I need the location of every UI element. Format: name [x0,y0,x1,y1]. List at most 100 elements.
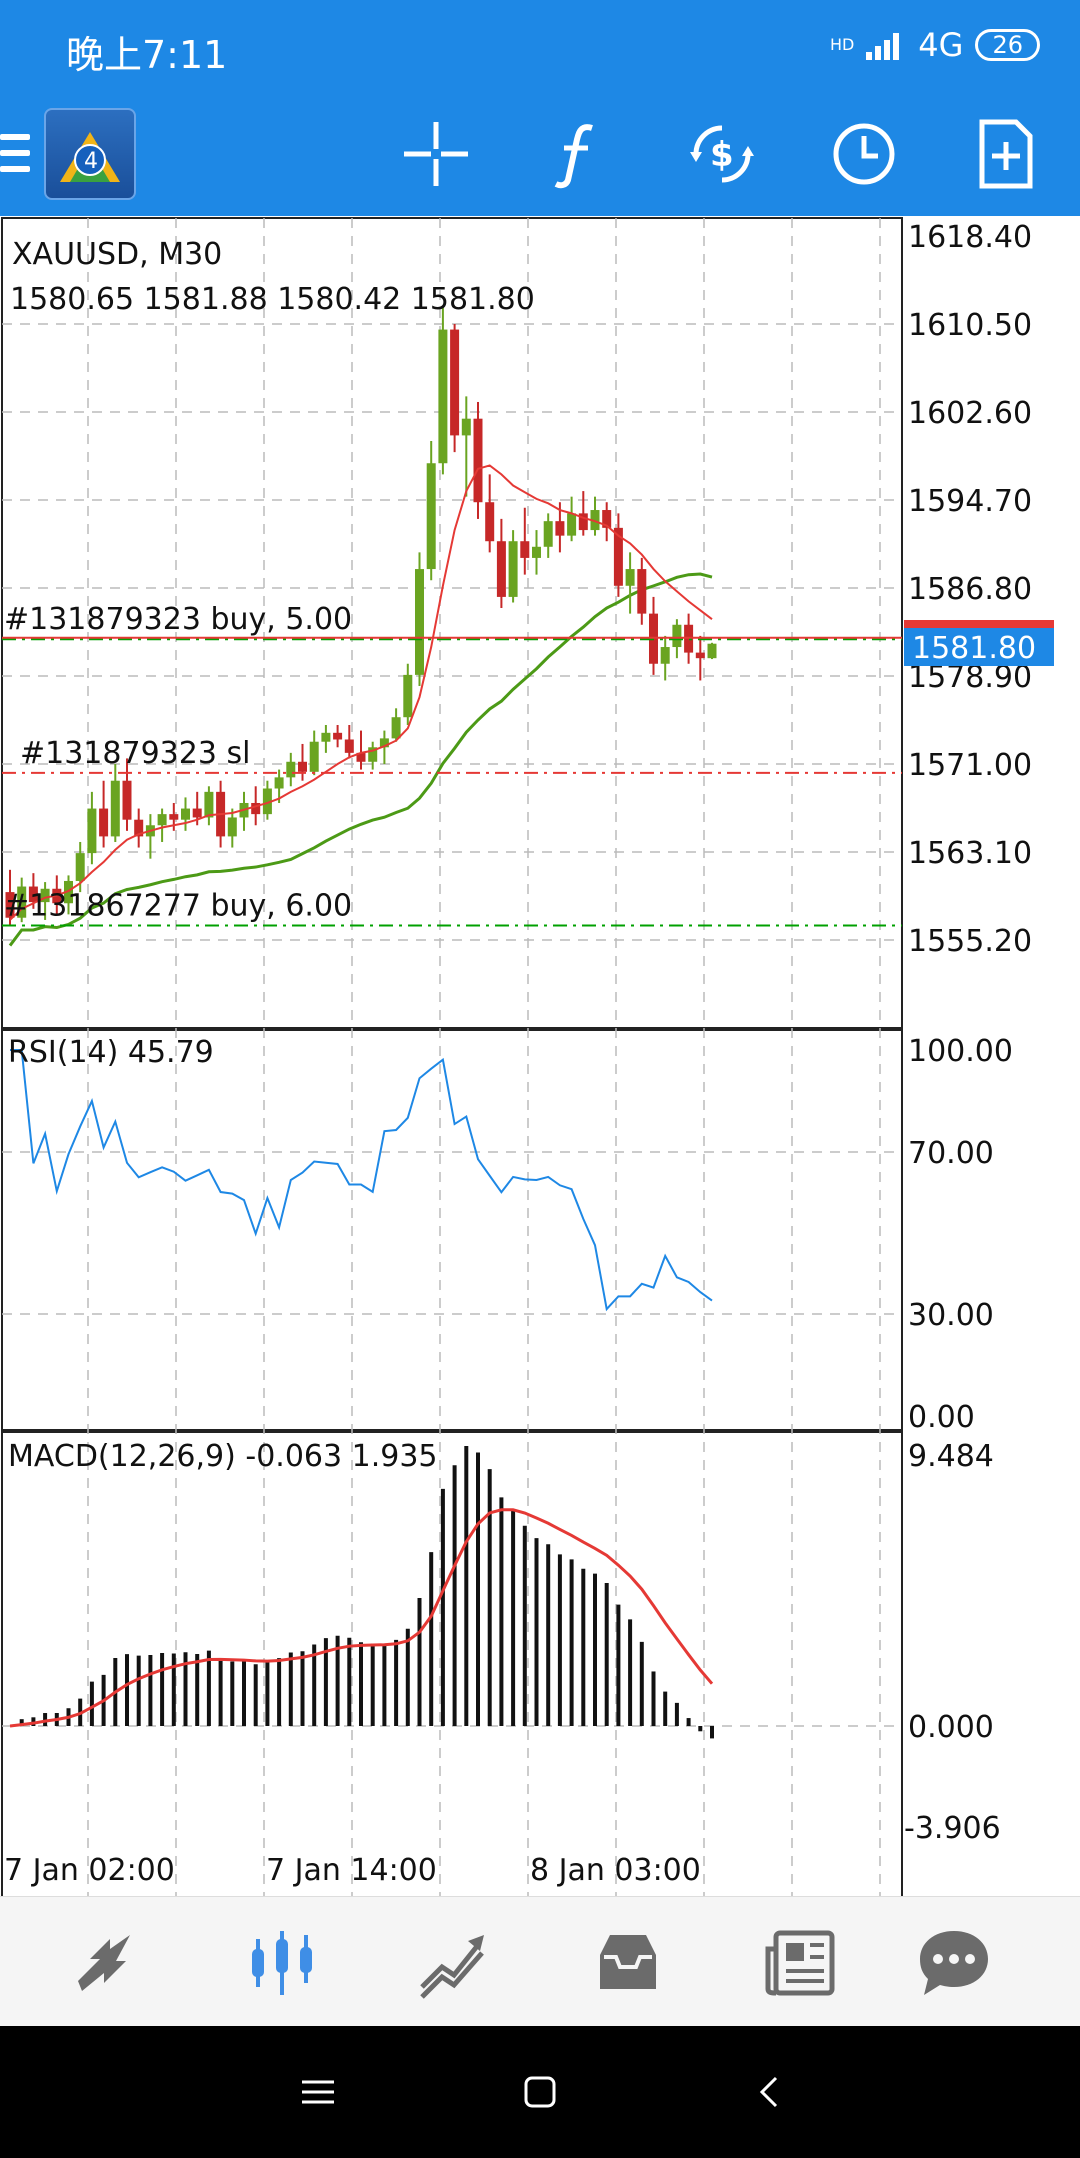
new-order-icon[interactable] [968,116,1044,192]
candle-body [251,802,261,815]
rsi-polyline [10,1049,713,1312]
candle-body [379,738,389,748]
macd-panel-frame [1,1431,903,1896]
candle-body [368,747,378,762]
candle-body [204,791,214,818]
ma-fast-line [9,464,713,921]
quotes-icon[interactable] [70,1925,146,2001]
mt4-logo-art: 4 [60,132,120,182]
rsi-axis: 100.00 70.00 30.00 0.00 [908,1034,1013,1435]
rsi-tick: 0.00 [908,1400,975,1435]
candle-body [543,521,553,547]
candle-body [227,817,237,837]
candle-body [157,814,167,826]
candle-body [344,739,354,753]
candle-body [707,643,717,659]
candles [5,307,717,926]
time-tick: 7 Jan 02:00 [4,1853,175,1888]
chart-area[interactable]: #131879323 buy, 5.00 #131879323 sl #131867… [0,216,1080,1896]
candle-body [426,463,436,570]
candle-body [438,329,448,464]
function-icon[interactable] [540,116,616,192]
candle-body [625,569,635,586]
candle-body [496,541,506,597]
signal-icon [866,33,900,60]
candle-body [508,541,518,597]
macd-tick: 9.484 [908,1439,994,1474]
candle-body [17,886,27,918]
candle-body [520,541,530,558]
candle-body [415,569,424,675]
status-right: HD 4G 26 [830,26,1040,64]
current-price-tag: 1581.80 [904,620,1054,666]
trade-icon[interactable] [416,1925,492,2001]
candle-body [110,780,120,837]
candle-body [286,761,296,778]
price-tick: 1571.00 [908,748,1032,783]
crosshair-icon[interactable] [398,116,474,192]
home-icon[interactable] [518,2070,562,2114]
rsi-panel-frame [1,1029,903,1431]
candle-body [590,510,600,531]
candle-body [99,808,109,837]
status-time: 晚上7:11 [66,33,228,77]
price-tick: 1555.20 [908,924,1032,959]
macd-histogram [9,1446,714,1739]
status-bar: 晚上7:11 HD 4G 26 [0,0,1080,96]
candle-body [169,814,179,820]
macd-tick: -3.906 [904,1811,1001,1846]
candle-body [473,418,483,503]
candle-body [28,886,38,903]
symbol-label: XAUUSD, M30 [12,237,222,272]
bottom-nav [0,1896,1080,2027]
candle-body [274,777,284,789]
candle-body [298,761,307,772]
price-tick: 1563.10 [908,836,1032,871]
candle-body [309,741,319,772]
order-line-label: #131867277 buy, 6.00 [4,889,352,924]
menu-icon[interactable] [0,134,30,182]
rsi-label: RSI(14) 45.79 [8,1035,214,1070]
trade-dollar-icon[interactable]: $ [684,116,760,192]
macd-tick: 0.000 [908,1710,994,1745]
price-tick: 1602.60 [908,396,1032,431]
period-clock-icon[interactable] [826,116,902,192]
ma-slow-polyline [8,572,713,947]
rsi-tick: 100.00 [908,1034,1013,1069]
chart-canvas[interactable]: #131879323 buy, 5.00 #131879323 sl #131867… [0,216,1080,1896]
history-icon[interactable] [590,1925,666,2001]
svg-text:4: 4 [84,149,98,174]
candle-body [403,674,413,718]
chart-icon[interactable] [244,1925,320,2001]
macd-axis: 9.484 0.000 -3.906 [904,1439,1001,1846]
recent-apps-icon[interactable] [296,2070,340,2114]
candle-body [485,502,495,542]
news-icon[interactable] [762,1925,838,2001]
candle-body [461,418,471,436]
mt4-logo[interactable]: 4 [44,108,136,200]
time-tick: 7 Jan 14:00 [266,1853,437,1888]
candle-body [75,853,85,881]
system-nav-bar [0,2026,1080,2158]
battery-icon: 26 [975,29,1040,61]
price-tick: 1586.80 [908,572,1032,607]
candle-body [333,732,343,740]
messages-icon[interactable] [916,1925,992,2001]
hd-badge: HD [829,35,855,54]
rsi-line [10,1049,713,1312]
candle-body [356,752,366,762]
main-panel-frame [1,217,903,1029]
candle-body [5,892,15,918]
order-line-label: #131879323 buy, 5.00 [4,602,352,637]
candle-body [578,513,588,531]
ohlc-label: 1580.65 1581.88 1580.42 1581.80 [10,282,535,317]
candle-body [40,888,50,903]
back-icon[interactable] [748,2070,792,2114]
candle-body [450,329,460,436]
time-tick: 8 Jan 03:00 [530,1853,701,1888]
candle-body [602,510,612,528]
candle-body [532,546,541,558]
candle-body [555,521,565,536]
current-price: 1581.80 [912,631,1036,666]
candle-body [672,624,682,648]
